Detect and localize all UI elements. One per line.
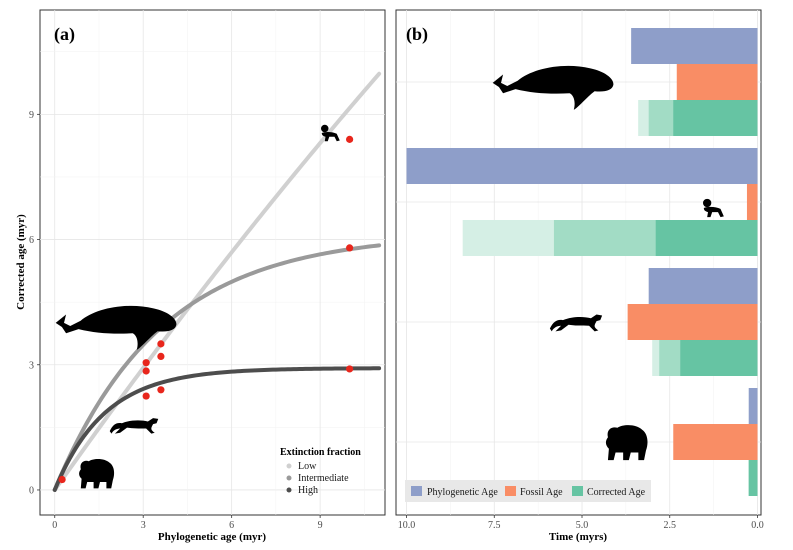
curve-low [52,71,382,492]
legend-label-corrected: Corrected Age [587,487,646,498]
legend-label-phylogenetic: Phylogenetic Age [427,487,498,498]
highlighted-point [346,244,354,252]
curve-high [52,366,382,492]
legend-swatch-fossil [505,486,516,496]
x-tick-label: 5.0 [576,520,589,531]
legend-background [405,480,651,502]
panel-a-x-axis-title: Phylogenetic age (myr) [158,531,266,543]
legend-label-high: High [298,485,318,496]
panel-b-bars [406,28,758,496]
bar-fossil-whale [676,64,758,100]
highlighted-point [142,359,150,367]
panel-a-highlighted-points [58,135,354,484]
panel-a-label: (a) [54,24,75,45]
bar-corrected-bear [748,460,758,496]
bear-icon [605,425,648,461]
bar-corrected-cheetah [680,340,758,376]
curve-intermediate [52,243,382,492]
bar-fossil-human [746,184,758,220]
legend-swatch-low [286,463,292,469]
panel-b-ticks: 10.0 7.5 5.0 2.5 0.0 [398,515,764,531]
panel-a-legend: Extinction fraction Low Intermediate Hig… [280,447,361,496]
bear-icon [79,458,115,489]
legend-label-low: Low [298,461,317,472]
highlighted-point [58,475,66,484]
legend-swatch-intermediate [286,475,292,481]
y-tick-label: 0 [29,485,34,496]
panel-b-label: (b) [406,24,428,45]
highlighted-point [157,340,165,348]
y-tick-label: 6 [29,235,34,246]
bar-fossil-bear [673,424,758,460]
bar-phylogenetic-human [406,148,758,184]
panel-a-y-axis-title: Corrected age (myr) [15,214,27,310]
legend-swatch-corrected [572,486,583,496]
panel-a-ticks: 0 3 6 9 0 3 6 9 [29,110,323,531]
panel-b-x-axis-title: Time (myrs) [549,531,607,543]
highlighted-point [346,135,354,143]
legend-label-fossil: Fossil Age [520,487,563,498]
x-tick-label: 7.5 [488,520,501,531]
bar-phylogenetic-cheetah [648,268,758,304]
x-tick-label: 0.0 [751,520,764,531]
legend-title: Extinction fraction [280,447,361,458]
bar-corrected-whale [673,100,758,136]
legend-swatch-phylogenetic [411,486,422,496]
highlighted-point [157,352,165,361]
highlighted-point [157,386,165,394]
bar-fossil-cheetah [627,304,758,340]
y-tick-label: 3 [29,360,34,371]
bar-corrected-human [655,220,758,256]
x-tick-label: 10.0 [398,520,416,531]
x-tick-label: 9 [318,520,323,531]
x-tick-label: 6 [229,520,234,531]
panel-a-grid [40,10,385,515]
highlighted-point [142,392,150,400]
legend-swatch-high [286,487,292,493]
x-tick-label: 0 [52,520,57,531]
panel-a-curves [52,71,382,492]
x-tick-label: 3 [141,520,146,531]
y-tick-label: 9 [29,110,34,121]
x-tick-label: 2.5 [664,520,677,531]
bar-phylogenetic-bear [748,388,758,424]
bar-phylogenetic-whale [631,28,758,64]
highlighted-point [346,365,354,373]
panel-b-legend: Phylogenetic Age Fossil Age Corrected Ag… [405,480,651,502]
legend-label-intermediate: Intermediate [298,473,349,484]
highlighted-point [142,367,150,375]
